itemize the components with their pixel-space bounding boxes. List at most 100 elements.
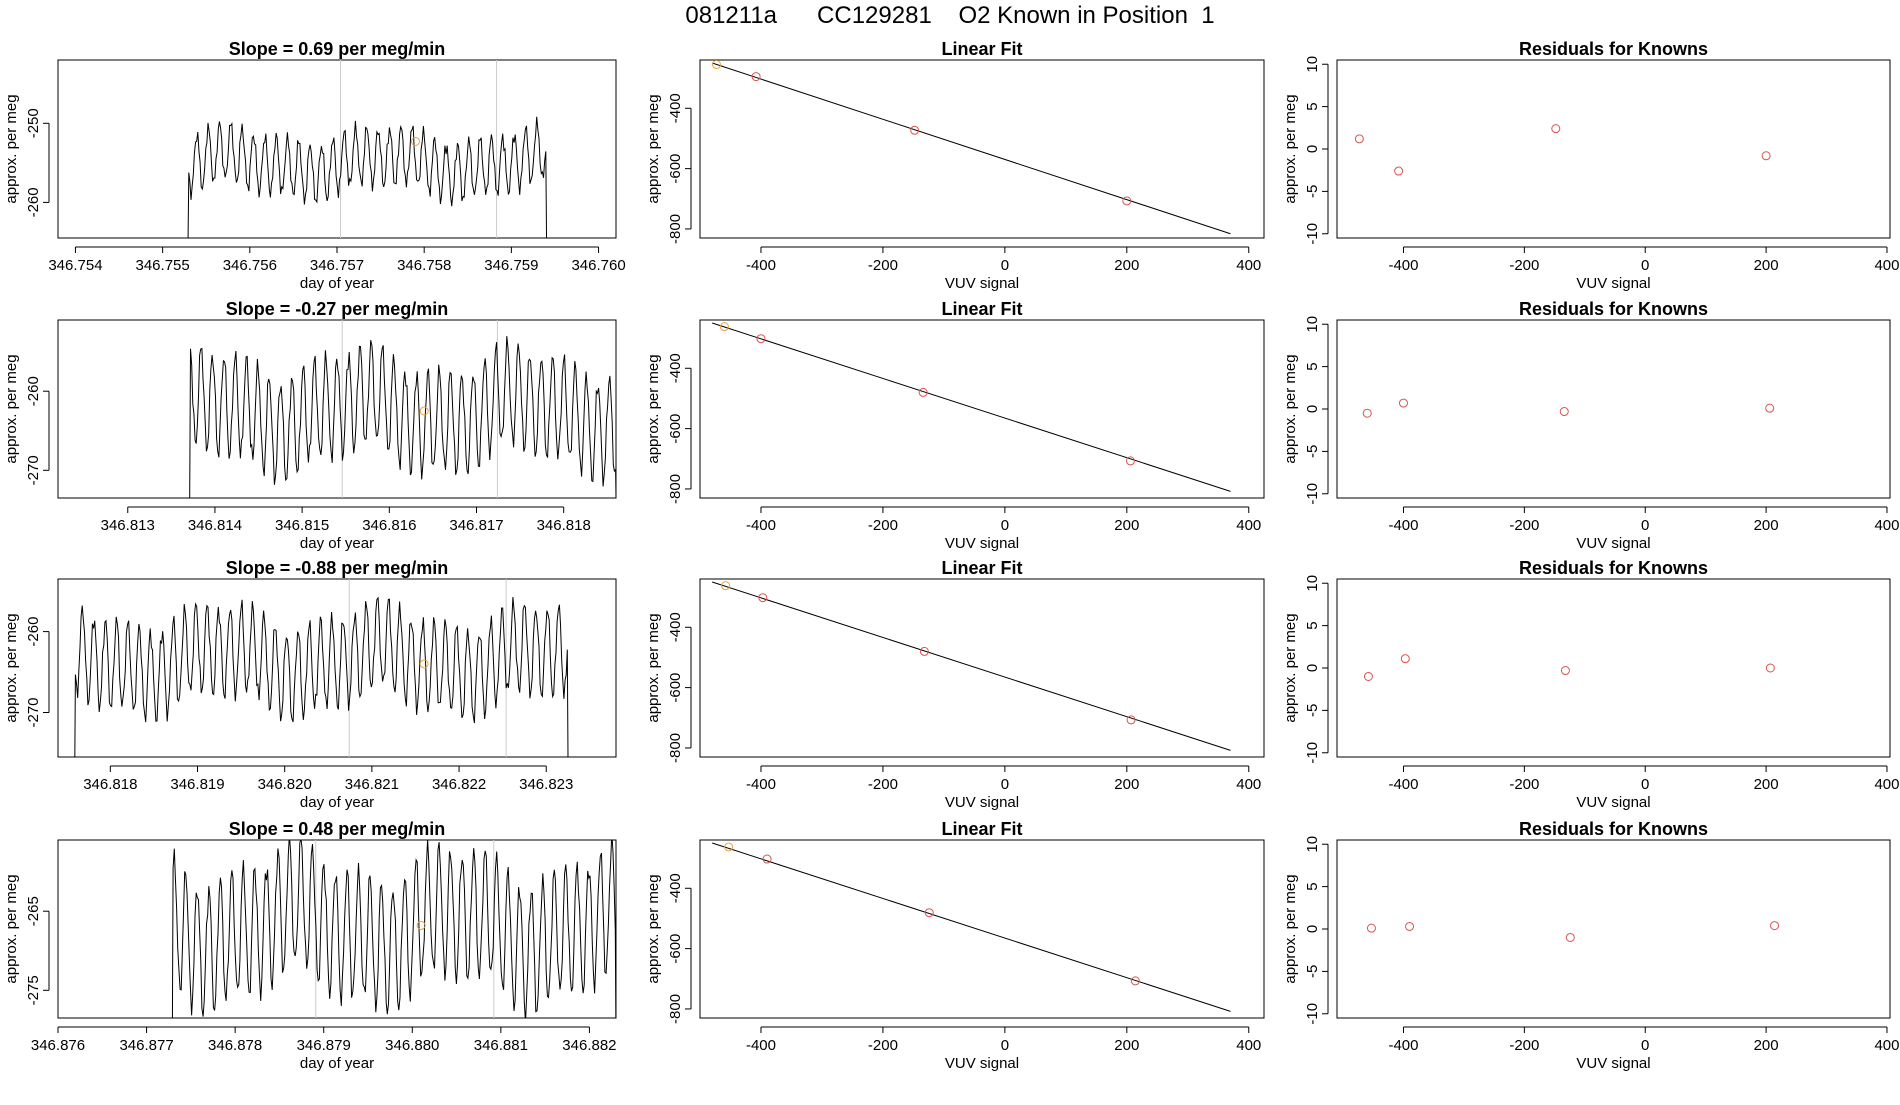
plot-area — [189, 320, 616, 498]
x-tick-label: -400 — [746, 1037, 776, 1054]
plot-frame — [1336, 839, 1891, 1019]
residuals-4: Residuals for Knowns -400 -200 0 200 400 VUV s… — [1282, 819, 1899, 1072]
x-tick-label: 346.823 — [519, 776, 573, 793]
y-tick-label: -800 — [667, 474, 684, 504]
plot-frame — [57, 59, 617, 239]
data-point — [1761, 151, 1771, 161]
x-tick-label: 346.877 — [119, 1037, 173, 1054]
data-point — [1398, 398, 1408, 408]
x-axis-label: VUV signal — [945, 1055, 1019, 1072]
y-tick-label: 10 — [1304, 575, 1321, 592]
x-tick-label: -200 — [1509, 776, 1539, 793]
x-tick-label: 346.818 — [83, 776, 137, 793]
data-point — [1770, 921, 1780, 931]
plot-frame — [57, 578, 617, 758]
highlight-point — [711, 60, 721, 70]
x-tick-label: -400 — [746, 257, 776, 274]
x-tick-label: 346.817 — [449, 517, 503, 534]
data-point — [918, 387, 928, 397]
y-tick-label: -260 — [25, 376, 42, 406]
time-series-1: Slope = 0.69 per meg/min 346.754 346.755 34… — [3, 39, 626, 292]
plot-title: Residuals for Knowns — [1519, 299, 1708, 319]
data-point — [1559, 407, 1569, 417]
x-tick-label: 200 — [1114, 257, 1139, 274]
plot-title: Linear Fit — [941, 819, 1022, 839]
y-axis-label: approx. per meg — [1282, 94, 1299, 203]
x-tick-label: 200 — [1754, 257, 1779, 274]
x-tick-label: 346.822 — [432, 776, 486, 793]
time-series-3: Slope = -0.88 per meg/min 346.818 346.819 3… — [3, 558, 617, 811]
x-tick-label: 346.878 — [208, 1037, 262, 1054]
x-tick-label: 346.760 — [571, 257, 625, 274]
y-tick-label: 0 — [1304, 405, 1321, 413]
x-tick-label: 0 — [1641, 257, 1649, 274]
data-point — [751, 72, 761, 82]
x-tick-label: 346.755 — [136, 257, 190, 274]
x-tick-label: 346.819 — [170, 776, 224, 793]
y-tick-label: -270 — [25, 697, 42, 727]
y-tick-label: -10 — [1304, 223, 1321, 245]
plot-title: Slope = 0.69 per meg/min — [229, 39, 446, 59]
data-point — [1354, 134, 1364, 144]
data-point — [1362, 408, 1372, 418]
x-tick-label: 346.876 — [31, 1037, 85, 1054]
plot-title: Residuals for Knowns — [1519, 558, 1708, 578]
y-tick-label: 5 — [1304, 102, 1321, 110]
time-series-4: Slope = 0.48 per meg/min 346.876 346.877 34… — [3, 819, 617, 1072]
y-tick-label: 5 — [1304, 621, 1321, 629]
y-axis-label: approx. per meg — [645, 354, 662, 463]
signal-line — [189, 336, 616, 498]
signal-line — [187, 116, 548, 238]
x-tick-label: 346.758 — [397, 257, 451, 274]
data-point — [1126, 715, 1136, 725]
figure-title: 081211a CC129281 O2 Known in Position 1 — [685, 2, 1215, 29]
highlight-point — [721, 581, 731, 591]
y-tick-label: -5 — [1304, 704, 1321, 717]
plot-area — [712, 842, 1231, 1012]
data-point — [919, 646, 929, 656]
x-tick-label: -200 — [1509, 257, 1539, 274]
x-tick-label: -200 — [868, 517, 898, 534]
y-tick-label: -400 — [667, 353, 684, 383]
data-point — [1122, 196, 1132, 206]
linear-fit-3: Linear Fit -400 -200 0 200 400 VUV signal -400 -… — [645, 558, 1265, 811]
y-tick-label: -800 — [667, 994, 684, 1024]
x-axis-label: VUV signal — [1576, 275, 1650, 292]
plot-area — [74, 579, 569, 757]
x-axis-label: VUV signal — [1576, 794, 1650, 811]
plot-title: Slope = 0.48 per meg/min — [229, 819, 446, 839]
data-point — [758, 593, 768, 603]
highlight-point — [419, 659, 429, 669]
x-tick-label: 346.814 — [188, 517, 242, 534]
plot-area — [1354, 124, 1771, 176]
data-point — [756, 334, 766, 344]
data-point — [1765, 403, 1775, 413]
plot-area — [1363, 654, 1775, 681]
plot-frame — [1336, 319, 1891, 499]
highlight-point — [724, 842, 734, 852]
x-tick-label: 346.821 — [345, 776, 399, 793]
data-point — [1560, 666, 1570, 676]
x-tick-label: 346.754 — [48, 257, 102, 274]
x-axis-label: VUV signal — [1576, 535, 1650, 552]
y-axis-label: approx. per meg — [1282, 613, 1299, 722]
data-point — [1551, 124, 1561, 134]
x-axis-label: day of year — [300, 275, 374, 292]
plot-title: Linear Fit — [941, 299, 1022, 319]
plot-frame — [57, 839, 617, 1019]
x-tick-label: 200 — [1754, 1037, 1779, 1054]
y-tick-label: -250 — [25, 108, 42, 138]
x-tick-label: 346.879 — [297, 1037, 351, 1054]
y-tick-label: -260 — [25, 187, 42, 217]
x-tick-label: 400 — [1874, 1037, 1899, 1054]
x-tick-label: 400 — [1236, 257, 1261, 274]
signal-line — [171, 840, 616, 1018]
linear-fit-2: Linear Fit -400 -200 0 200 400 VUV signal -400 -… — [645, 299, 1265, 552]
x-tick-label: 346.881 — [474, 1037, 528, 1054]
plot-title: Slope = -0.88 per meg/min — [226, 558, 449, 578]
y-axis-label: approx. per meg — [3, 354, 20, 463]
y-tick-label: -800 — [667, 214, 684, 244]
fit-line — [712, 842, 1231, 1012]
x-tick-label: 346.815 — [275, 517, 329, 534]
